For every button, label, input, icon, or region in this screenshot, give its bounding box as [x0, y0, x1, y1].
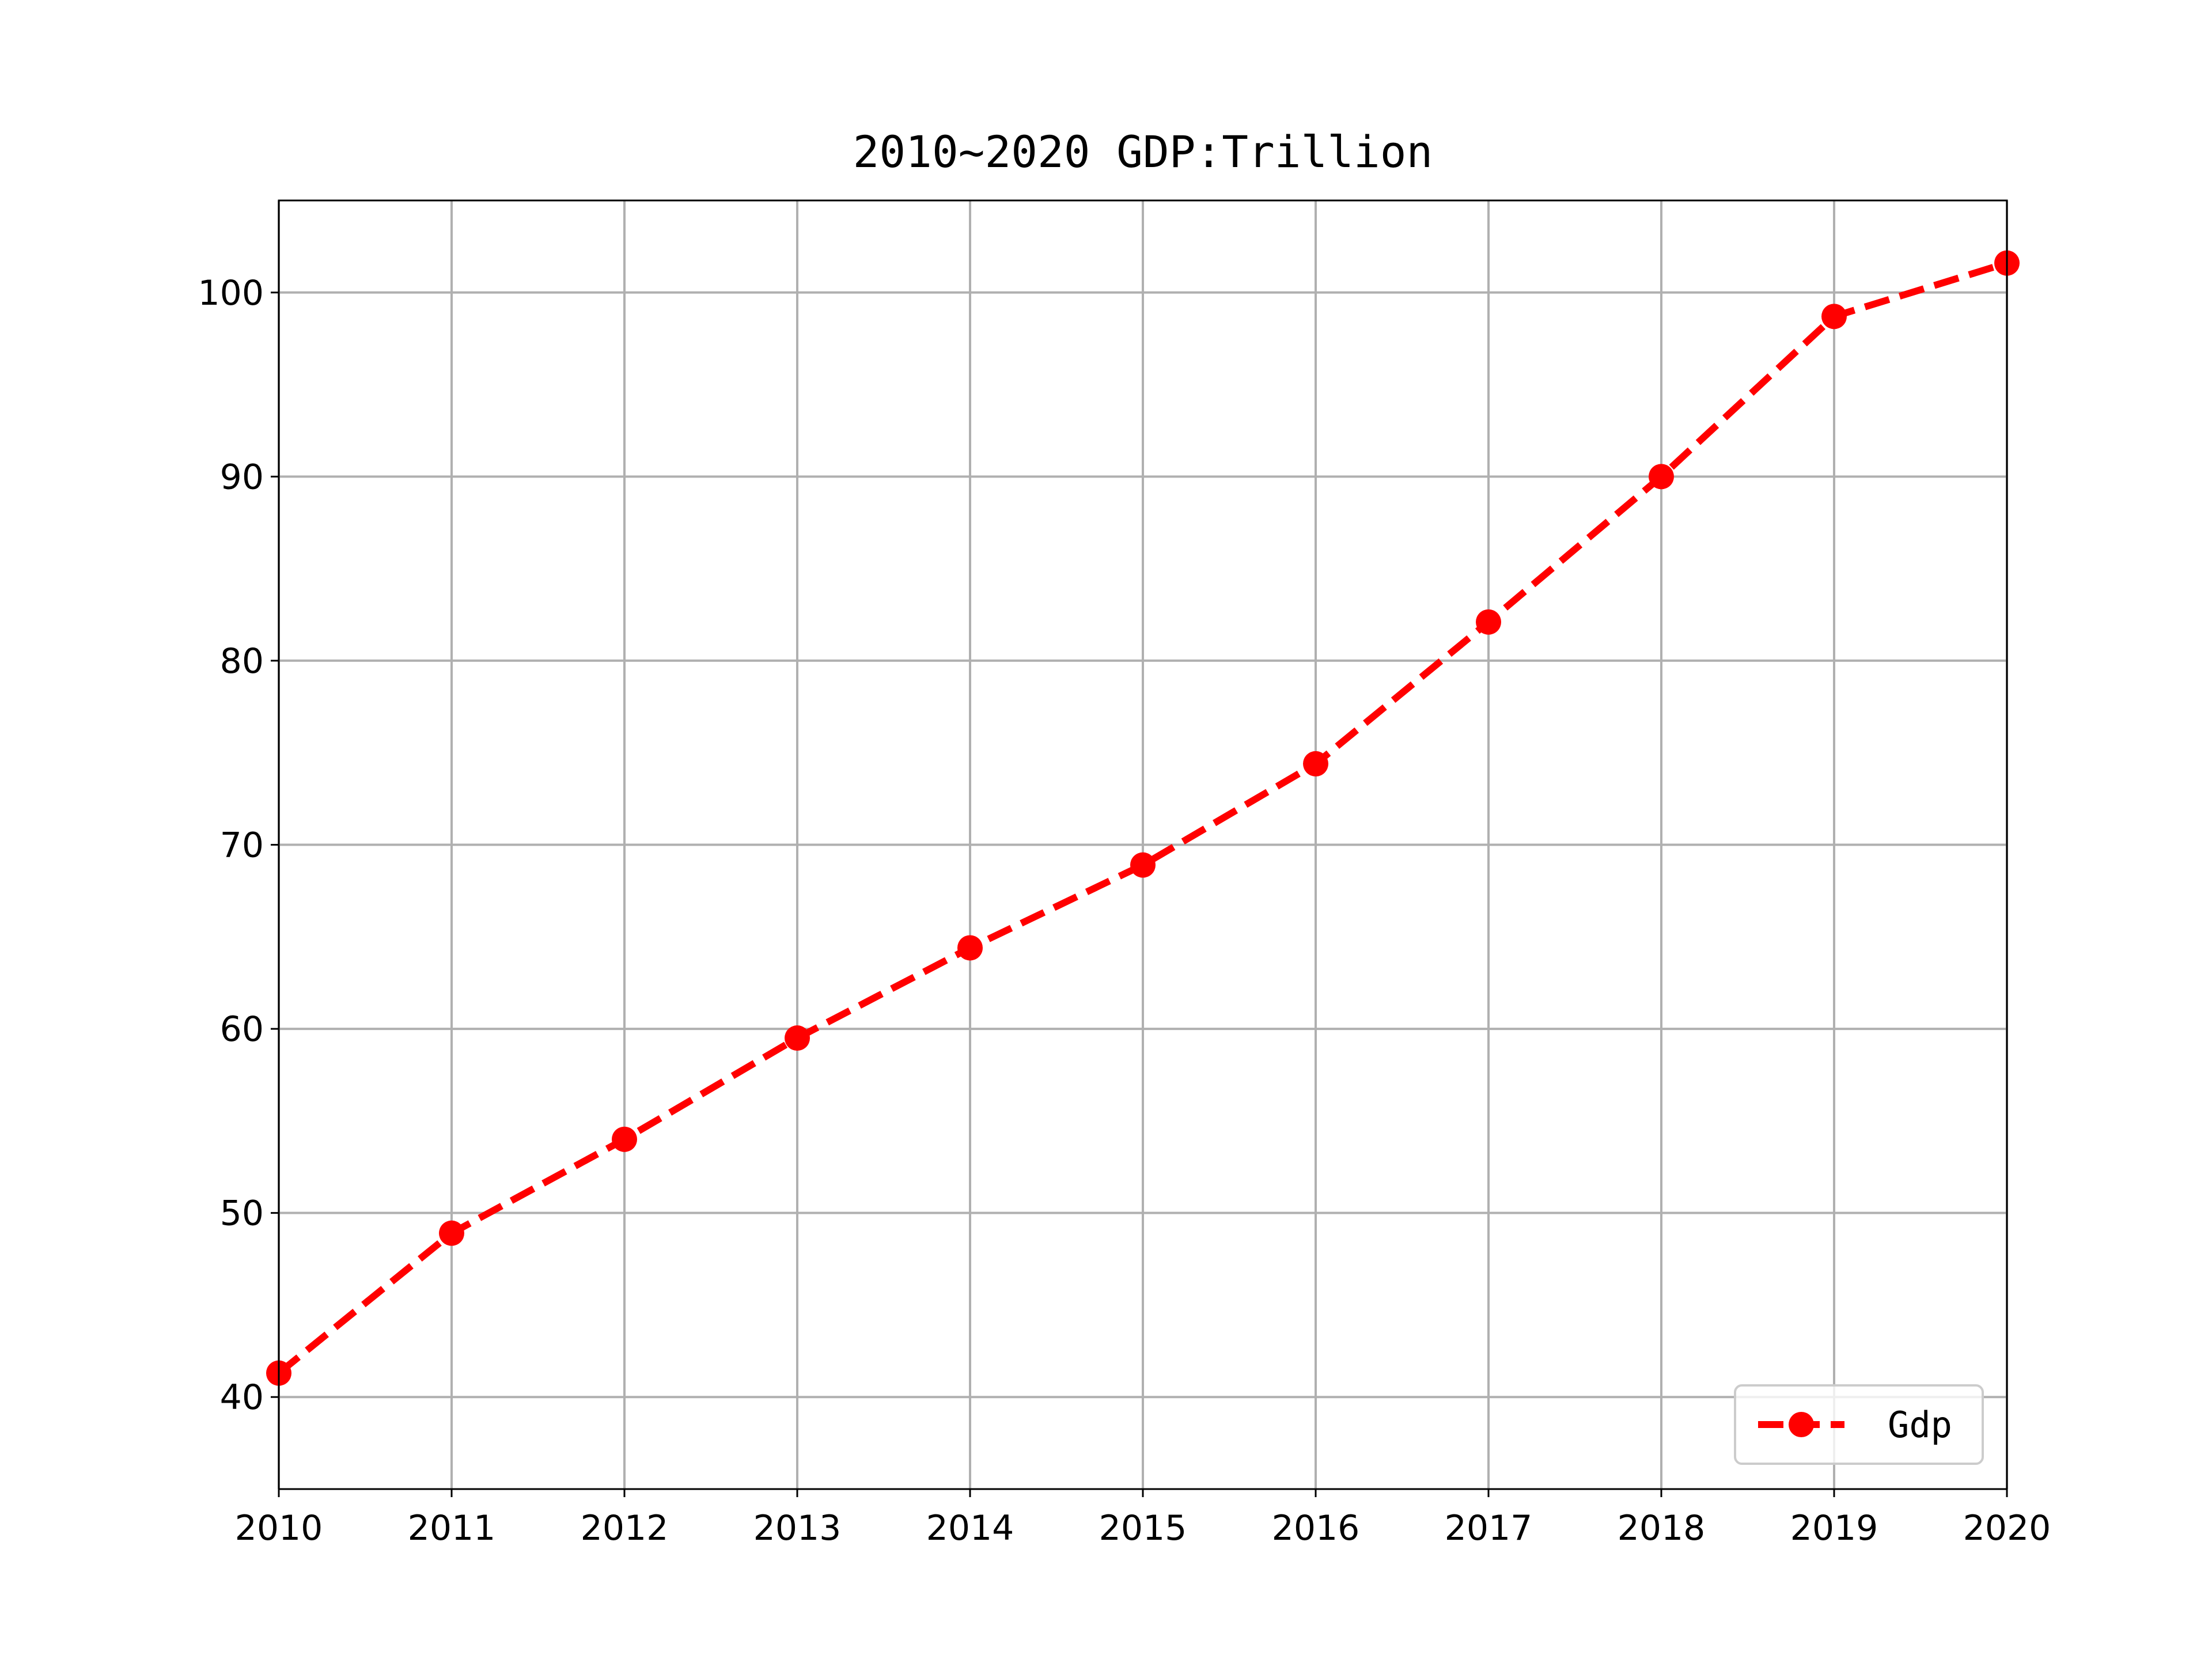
- y-tick-label: 50: [220, 1194, 264, 1234]
- x-tick-label: 2020: [1963, 1508, 2051, 1548]
- data-point: [612, 1126, 637, 1152]
- x-tick-label: 2017: [1445, 1508, 1533, 1548]
- chart-title: 2010~2020 GDP:Trillion: [853, 126, 1433, 177]
- y-tick-label: 80: [220, 641, 264, 681]
- x-tick-label: 2018: [1618, 1508, 1706, 1548]
- y-tick-label: 100: [198, 273, 264, 313]
- data-point: [1476, 609, 1501, 635]
- y-tick-label: 70: [220, 825, 264, 866]
- legend: Gdp: [1734, 1384, 1984, 1465]
- legend-marker-swatch: [1789, 1412, 1814, 1437]
- x-tick-label: 2012: [581, 1508, 669, 1548]
- legend-label: Gdp: [1888, 1404, 1952, 1446]
- x-tick-label: 2014: [926, 1508, 1014, 1548]
- x-tick-label: 2010: [235, 1508, 323, 1548]
- data-point: [957, 935, 983, 961]
- data-point: [1303, 751, 1328, 777]
- data-point: [1130, 852, 1156, 878]
- x-tick-label: 2013: [753, 1508, 842, 1548]
- y-tick-label: 60: [220, 1009, 264, 1050]
- x-tick-label: 2015: [1099, 1508, 1187, 1548]
- data-point: [1821, 304, 1847, 329]
- axes: 2010 2011 2012 2013 2014 2015 2016 2017 2018 2019…: [198, 273, 2051, 1548]
- legend-box: [1734, 1384, 1984, 1465]
- data-point: [439, 1220, 464, 1246]
- y-tick-label: 90: [220, 457, 264, 497]
- y-tick-label: 40: [220, 1377, 264, 1418]
- data-point: [1649, 464, 1674, 490]
- x-tick-label: 2019: [1790, 1508, 1878, 1548]
- x-tick-label: 2011: [408, 1508, 496, 1548]
- x-tick-label: 2016: [1272, 1508, 1360, 1548]
- data-point: [785, 1025, 810, 1051]
